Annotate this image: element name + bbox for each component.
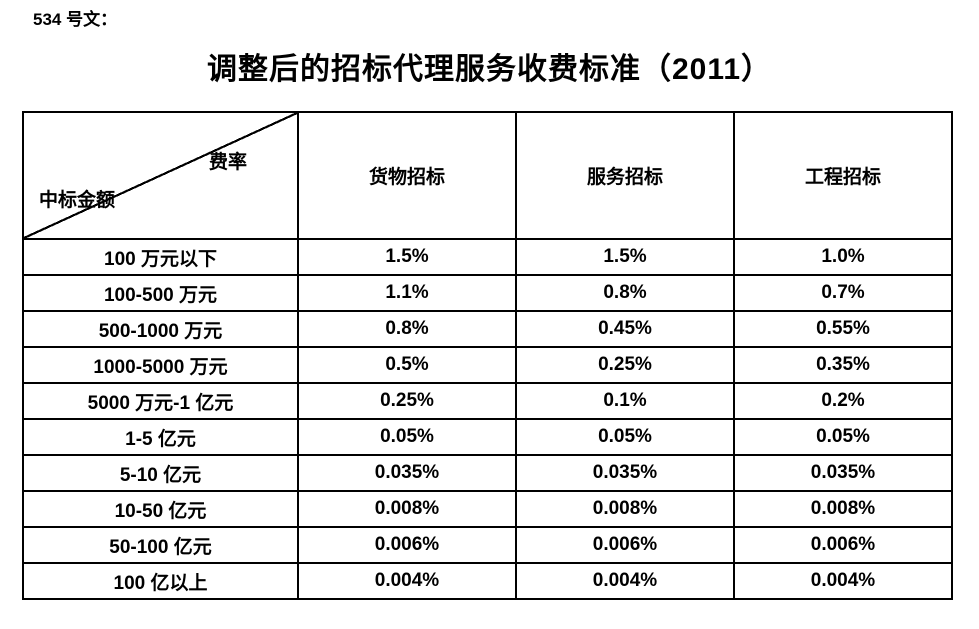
amount-range-cell: 1-5 亿元 — [22, 418, 299, 456]
services-rate-cell: 0.45% — [515, 310, 735, 348]
works-rate-cell: 0.2% — [733, 382, 953, 420]
table-row: 100 万元以下 1.5% 1.5% 1.0% — [22, 238, 953, 276]
table-row: 5000 万元-1 亿元 0.25% 0.1% 0.2% — [22, 382, 953, 420]
diagonal-header-cell: 费率 中标金额 — [22, 111, 299, 240]
goods-rate-cell: 0.004% — [297, 562, 517, 600]
goods-rate-cell: 0.05% — [297, 418, 517, 456]
goods-rate-cell: 1.5% — [297, 238, 517, 276]
table-row: 10-50 亿元 0.008% 0.008% 0.008% — [22, 490, 953, 528]
table-row: 5-10 亿元 0.035% 0.035% 0.035% — [22, 454, 953, 492]
works-rate-cell: 1.0% — [733, 238, 953, 276]
corner-label-amount: 中标金额 — [39, 190, 116, 211]
works-rate-cell: 0.7% — [733, 274, 953, 312]
works-rate-cell: 0.035% — [733, 454, 953, 492]
goods-rate-cell: 0.008% — [297, 490, 517, 528]
works-rate-cell: 0.35% — [733, 346, 953, 384]
fee-table: 费率 中标金额 货物招标 服务招标 工程招标 100 万元以下 1.5% 1.5… — [22, 111, 953, 600]
doc-number-label: 534 号文： — [33, 10, 118, 29]
services-rate-cell: 1.5% — [515, 238, 735, 276]
table-row: 1-5 亿元 0.05% 0.05% 0.05% — [22, 418, 953, 456]
amount-range-cell: 1000-5000 万元 — [22, 346, 299, 384]
page-title: 调整后的招标代理服务收费标准（2011） — [206, 53, 773, 86]
goods-rate-cell: 0.25% — [297, 382, 517, 420]
services-rate-cell: 0.006% — [515, 526, 735, 564]
services-rate-cell: 0.035% — [515, 454, 735, 492]
amount-range-cell: 100-500 万元 — [22, 274, 299, 312]
table-row: 500-1000 万元 0.8% 0.45% 0.55% — [22, 310, 953, 348]
works-rate-cell: 0.008% — [733, 490, 953, 528]
table-row: 50-100 亿元 0.006% 0.006% 0.006% — [22, 526, 953, 564]
table-row: 1000-5000 万元 0.5% 0.25% 0.35% — [22, 346, 953, 384]
column-header-goods: 货物招标 — [297, 111, 517, 240]
amount-range-cell: 500-1000 万元 — [22, 310, 299, 348]
services-rate-cell: 0.008% — [515, 490, 735, 528]
services-rate-cell: 0.25% — [515, 346, 735, 384]
services-rate-cell: 0.8% — [515, 274, 735, 312]
header-row: 费率 中标金额 货物招标 服务招标 工程招标 — [22, 111, 953, 240]
goods-rate-cell: 0.006% — [297, 526, 517, 564]
goods-rate-cell: 1.1% — [297, 274, 517, 312]
amount-range-cell: 100 万元以下 — [22, 238, 299, 276]
services-rate-cell: 0.004% — [515, 562, 735, 600]
goods-rate-cell: 0.8% — [297, 310, 517, 348]
table-row: 100-500 万元 1.1% 0.8% 0.7% — [22, 274, 953, 312]
amount-range-cell: 5-10 亿元 — [22, 454, 299, 492]
works-rate-cell: 0.55% — [733, 310, 953, 348]
services-rate-cell: 0.05% — [515, 418, 735, 456]
services-rate-cell: 0.1% — [515, 382, 735, 420]
corner-label-rate: 费率 — [208, 152, 247, 173]
amount-range-cell: 50-100 亿元 — [22, 526, 299, 564]
works-rate-cell: 0.05% — [733, 418, 953, 456]
amount-range-cell: 10-50 亿元 — [22, 490, 299, 528]
goods-rate-cell: 0.035% — [297, 454, 517, 492]
amount-range-cell: 100 亿以上 — [22, 562, 299, 600]
goods-rate-cell: 0.5% — [297, 346, 517, 384]
amount-range-cell: 5000 万元-1 亿元 — [22, 382, 299, 420]
works-rate-cell: 0.004% — [733, 562, 953, 600]
column-header-works: 工程招标 — [733, 111, 953, 240]
works-rate-cell: 0.006% — [733, 526, 953, 564]
table-row: 100 亿以上 0.004% 0.004% 0.004% — [22, 562, 953, 600]
column-header-services: 服务招标 — [515, 111, 735, 240]
